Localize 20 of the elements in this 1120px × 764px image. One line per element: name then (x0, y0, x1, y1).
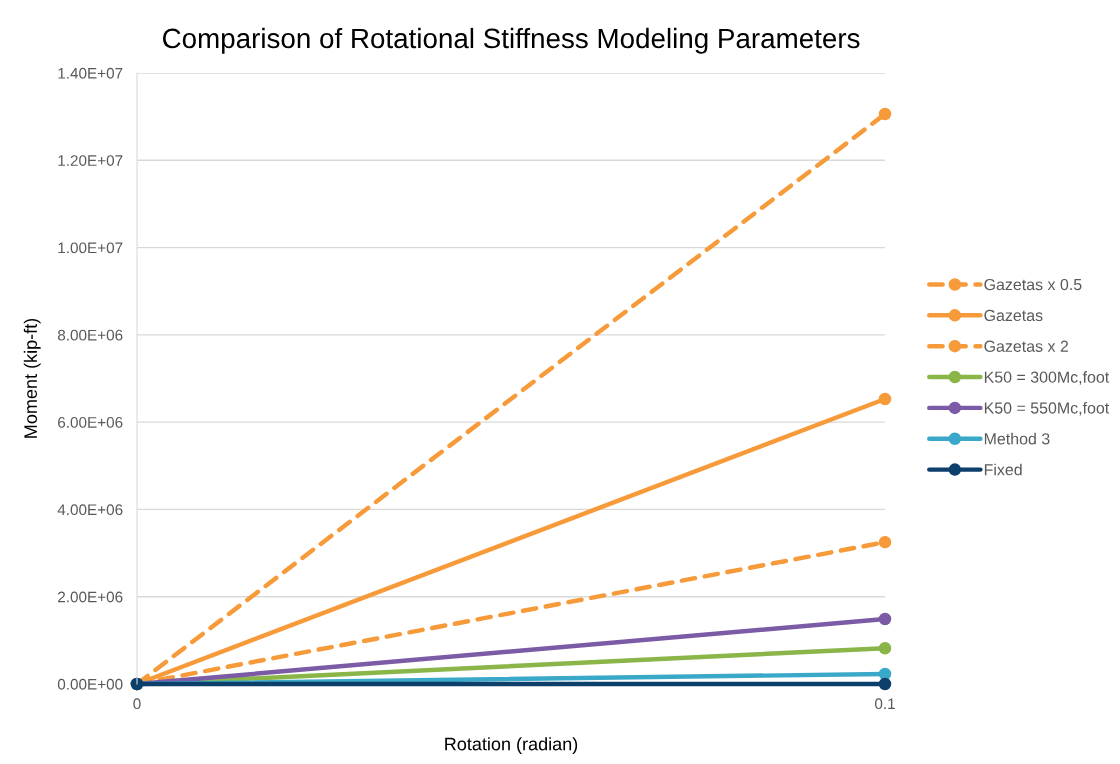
chart-title: Comparison of Rotational Stiffness Modeling Parameters (162, 27, 860, 54)
y-tick-label: 6.00E+06 (58, 417, 123, 428)
y-tick-label: 2.00E+06 (58, 591, 123, 603)
y-tick-label: 4.00E+06 (57, 504, 123, 516)
y-tick-label: 1.00E+07 (58, 242, 123, 254)
y-tick-label: 8.00E+06 (57, 329, 123, 341)
x-tick-label: 0 (133, 698, 141, 710)
y-tick-label: 1.40E+07 (58, 67, 123, 79)
x-tick-label: 0.1 (874, 698, 895, 710)
y-tick-label: 1.20E+07 (58, 155, 123, 166)
legend-label: Gazetas (984, 309, 1043, 322)
y-tick-label: 0.00E+00 (57, 678, 123, 690)
legend-label: K50 = 550Mc,foot (984, 401, 1110, 416)
y-axis-title: Moment (kip-ft) (23, 318, 41, 438)
x-axis-title: Rotation (radian) (445, 737, 578, 754)
legend-label: Method 3 (984, 432, 1050, 445)
legend-label: Gazetas x 0.5 (984, 278, 1082, 291)
legend-label: Gazetas x 2 (984, 340, 1069, 352)
legend-label: K50 = 300Mc,foot (984, 371, 1110, 385)
legend-label: Fixed (984, 463, 1022, 476)
